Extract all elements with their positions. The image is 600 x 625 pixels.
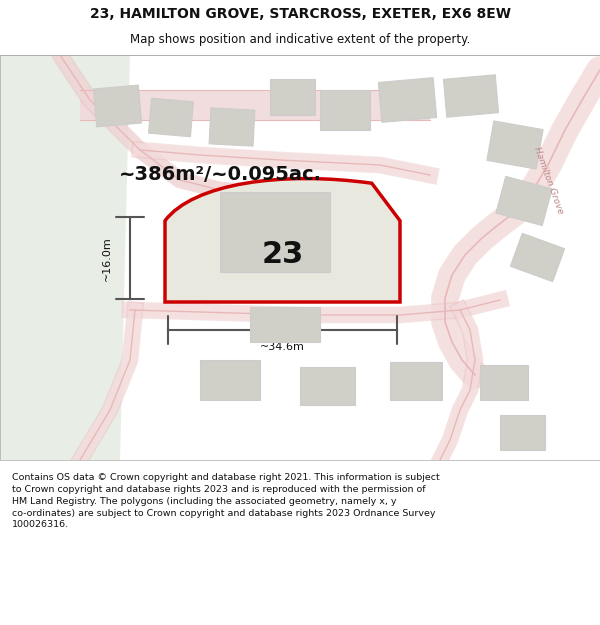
PathPatch shape — [165, 179, 400, 302]
Bar — [270, 79, 315, 115]
Bar — [320, 90, 370, 130]
Bar — [209, 108, 255, 146]
Bar — [250, 307, 320, 342]
Text: Map shows position and indicative extent of the property.: Map shows position and indicative extent… — [130, 33, 470, 46]
Bar — [496, 176, 552, 226]
Bar — [487, 121, 543, 169]
Text: Contains OS data © Crown copyright and database right 2021. This information is : Contains OS data © Crown copyright and d… — [12, 473, 440, 529]
Bar — [511, 233, 565, 282]
Text: 23: 23 — [262, 240, 304, 269]
Bar — [379, 78, 437, 122]
Bar — [94, 85, 142, 127]
Bar — [149, 98, 193, 137]
Text: Hamilton Grove: Hamilton Grove — [532, 145, 565, 215]
Text: 23, HAMILTON GROVE, STARCROSS, EXETER, EX6 8EW: 23, HAMILTON GROVE, STARCROSS, EXETER, E… — [89, 7, 511, 21]
Text: ~16.0m: ~16.0m — [102, 236, 112, 281]
Bar — [200, 360, 260, 400]
Polygon shape — [0, 55, 130, 460]
Text: ~386m²/~0.095ac.: ~386m²/~0.095ac. — [119, 166, 322, 184]
Bar — [500, 415, 545, 450]
Bar — [480, 365, 528, 400]
Bar — [220, 192, 330, 272]
Bar — [390, 362, 442, 400]
Text: ~34.6m: ~34.6m — [260, 342, 305, 352]
Bar — [443, 75, 499, 118]
Bar — [300, 367, 355, 405]
